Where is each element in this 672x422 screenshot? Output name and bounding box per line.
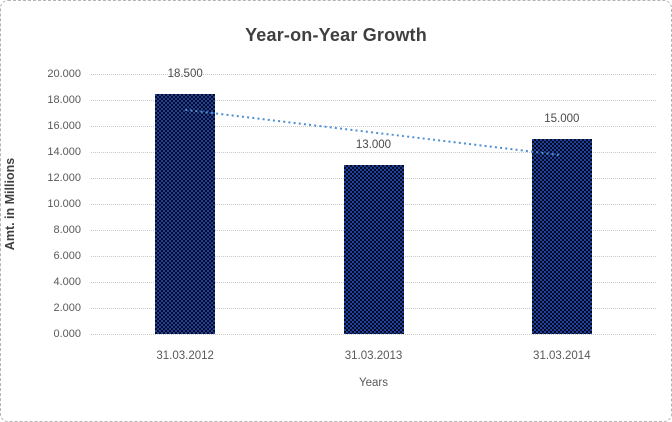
plot-area: [91, 74, 656, 335]
y-tick-label: 12.000: [47, 172, 81, 184]
y-tick-label: 14.000: [47, 146, 81, 158]
y-tick-label: 10.000: [47, 198, 81, 210]
x-axis-title: Years: [359, 377, 388, 389]
trendline-layer: [185, 108, 562, 157]
gridline: [91, 100, 656, 101]
gridline: [91, 74, 656, 75]
trendline: [185, 108, 562, 157]
bar-value-label: 15.000: [544, 113, 580, 125]
y-axis-title: Amt. in Millions: [3, 157, 17, 251]
x-tick-label: 31.03.2014: [533, 350, 591, 362]
y-tick-label: 18.000: [47, 94, 81, 106]
y-tick-label: 8.000: [53, 224, 81, 236]
x-tick-label: 31.03.2013: [344, 350, 403, 362]
gridline: [91, 152, 656, 153]
bar: [531, 139, 592, 334]
gridline: [91, 126, 656, 127]
y-tick-label: 16.000: [47, 120, 81, 132]
chart-title: Year-on-Year Growth: [245, 25, 427, 45]
bar-value-label: 18.500: [167, 67, 203, 80]
y-tick-label: 0.000: [53, 328, 81, 340]
y-tick-label: 4.000: [53, 276, 81, 288]
gridline: [91, 334, 656, 335]
bar: [343, 165, 404, 334]
y-tick-label: 20.000: [47, 68, 81, 80]
x-tick-label: 31.03.2012: [156, 350, 214, 362]
y-tick-label: 2.000: [53, 302, 81, 314]
y-tick-label: 6.000: [53, 250, 81, 262]
bar-value-label: 13.000: [355, 139, 392, 151]
bar: [155, 93, 216, 334]
